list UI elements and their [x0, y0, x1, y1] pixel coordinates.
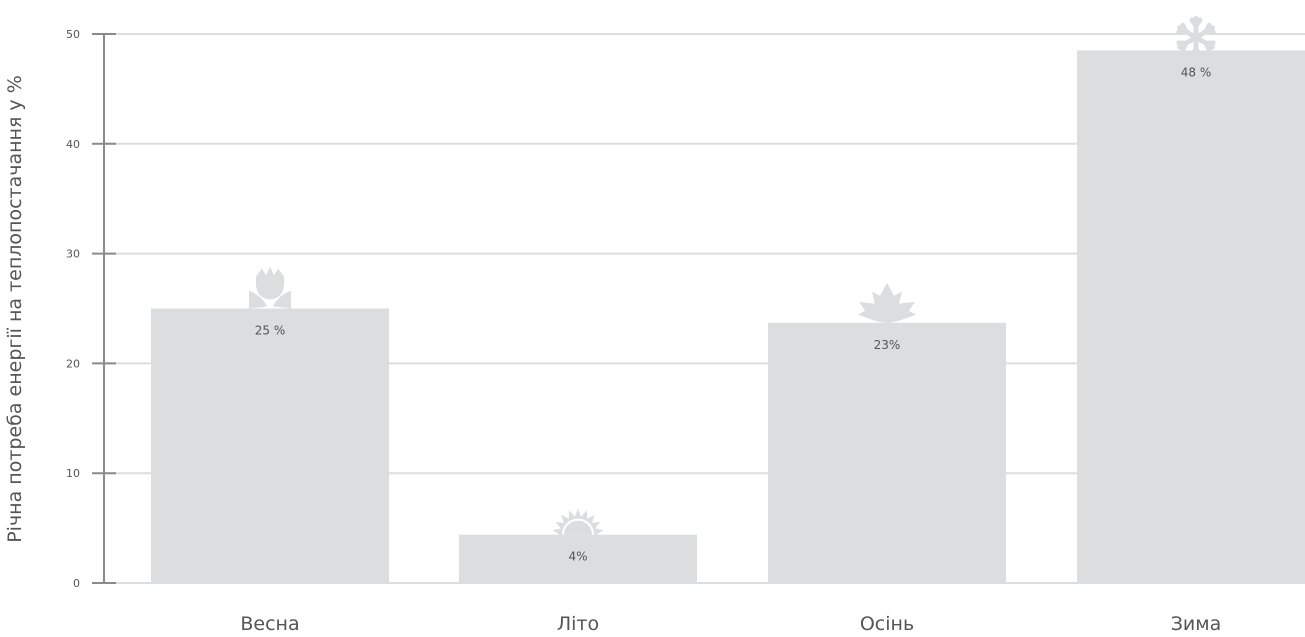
sun-ray [568, 510, 577, 522]
x-category-label: Зима [1171, 613, 1222, 635]
maple-leaf-shape [858, 282, 916, 323]
data-label: 25 % [255, 324, 286, 338]
snowflake-branch [1176, 40, 1189, 46]
bar-3 [1077, 50, 1305, 584]
tulip-icon [249, 266, 291, 309]
sun-icon [552, 508, 604, 536]
data-label: 4% [568, 550, 587, 564]
sun-ray [574, 508, 582, 519]
snowflake-icon [1176, 15, 1216, 59]
maple-leaf-icon [858, 282, 916, 323]
y-tick-label: 0 [73, 577, 80, 590]
bar-1 [459, 534, 697, 583]
snowflake-branch [1203, 40, 1212, 53]
y-axis-title: Річна потреба енергії на теплопостачання… [4, 75, 26, 543]
x-category-label: Літо [557, 613, 599, 635]
labels: 0 10 20 30 40 50 25 % Весна 4% Літо 23% Осінь 48 % Зи… [66, 28, 1221, 635]
data-label: 23% [874, 338, 901, 352]
y-tick-label: 30 [66, 248, 80, 261]
sun-ray [579, 510, 588, 522]
snowflake-branch [1193, 17, 1203, 29]
snowflake-branch [1189, 46, 1199, 58]
snowflake-branch [1180, 22, 1189, 35]
tulip-head [255, 266, 285, 300]
sun-ray [555, 521, 567, 531]
sun-ray [585, 514, 595, 526]
y-axis [92, 33, 116, 584]
tulip-leaf [273, 290, 291, 309]
data-label: 48 % [1181, 65, 1212, 79]
y-tick-label: 10 [66, 467, 80, 480]
x-category-label: Осінь [860, 613, 914, 635]
sun-disc [564, 520, 592, 535]
sun-ray [552, 527, 563, 536]
sun-ray [593, 527, 604, 536]
tulip-leaf [249, 290, 267, 309]
y-tick-label: 20 [66, 357, 80, 370]
sun-ray [589, 521, 601, 531]
season-icons [249, 15, 1216, 536]
sun-ray [561, 514, 571, 526]
bar-2 [768, 322, 1006, 583]
bars [151, 50, 1305, 584]
bar-0 [151, 308, 389, 583]
snowflake-center [1191, 32, 1201, 43]
x-category-label: Весна [240, 613, 299, 635]
y-tick-label: 50 [66, 28, 80, 41]
snowflake-branch [1203, 29, 1216, 35]
y-tick-label: 40 [66, 138, 80, 151]
